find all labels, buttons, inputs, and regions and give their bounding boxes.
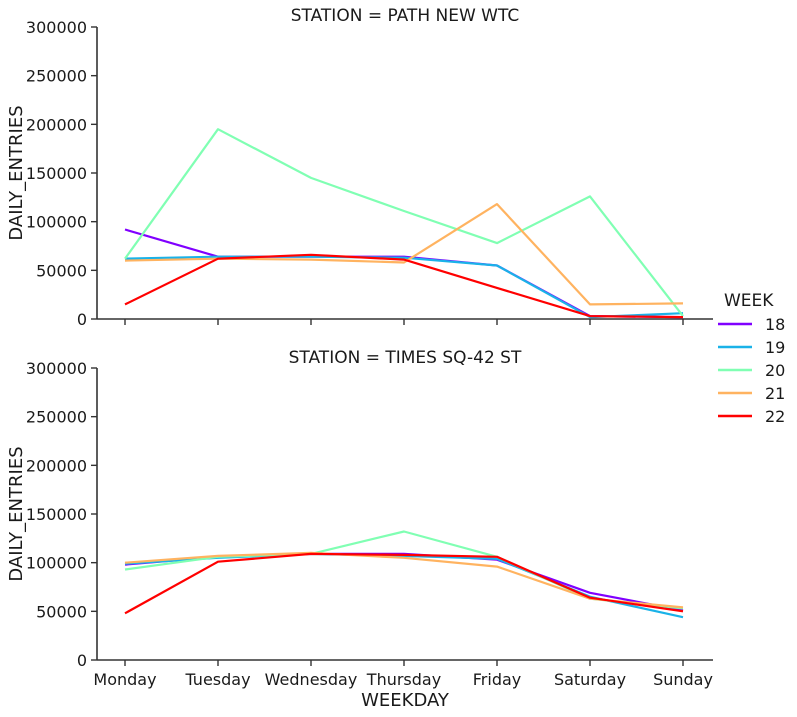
y-tick-label: 100000: [26, 554, 87, 573]
series-line-week-19: [124, 552, 684, 619]
y-tick-label: 300000: [26, 18, 87, 37]
y-tick-label: 250000: [26, 408, 87, 427]
x-tick-label: Tuesday: [184, 670, 250, 689]
x-tick-label: Monday: [93, 670, 156, 689]
y-tick-label: 150000: [26, 164, 87, 183]
legend-label-week-18: 18: [765, 315, 785, 334]
legend-label-week-20: 20: [765, 361, 785, 380]
x-tick-label: Saturday: [554, 670, 626, 689]
y-tick-label: 200000: [26, 115, 87, 134]
y-tick-label: 50000: [36, 602, 87, 621]
legend-label-week-22: 22: [765, 407, 785, 426]
y-tick-label: 0: [77, 310, 87, 329]
legend-label-week-21: 21: [765, 384, 785, 403]
facet-title: STATION = PATH NEW WTC: [291, 6, 520, 26]
y-axis-label: DAILY_ENTRIES: [6, 446, 27, 581]
x-tick-label: Wednesday: [265, 670, 358, 689]
series-line-week-22: [124, 253, 684, 319]
series-line-week-20: [124, 530, 684, 610]
legend-label-week-19: 19: [765, 338, 785, 357]
facet-title: STATION = TIMES SQ-42 ST: [289, 348, 522, 368]
x-tick-label: Friday: [473, 670, 522, 689]
y-tick-label: 200000: [26, 456, 87, 475]
y-tick-label: 150000: [26, 505, 87, 524]
series-line-week-18: [124, 552, 684, 612]
legend-title: WEEK: [724, 291, 774, 311]
y-tick-label: 0: [77, 651, 87, 670]
y-tick-label: 300000: [26, 359, 87, 378]
series-line-week-19: [124, 255, 684, 319]
x-axis-label: WEEKDAY: [361, 690, 450, 711]
y-tick-label: 100000: [26, 213, 87, 232]
y-tick-label: 250000: [26, 67, 87, 86]
y-tick-label: 50000: [36, 261, 87, 280]
x-tick-label: Thursday: [366, 670, 441, 689]
series-line-week-20: [124, 128, 684, 317]
x-tick-label: Sunday: [653, 670, 713, 689]
y-axis-label: DAILY_ENTRIES: [6, 105, 27, 240]
series-line-week-22: [124, 552, 684, 615]
